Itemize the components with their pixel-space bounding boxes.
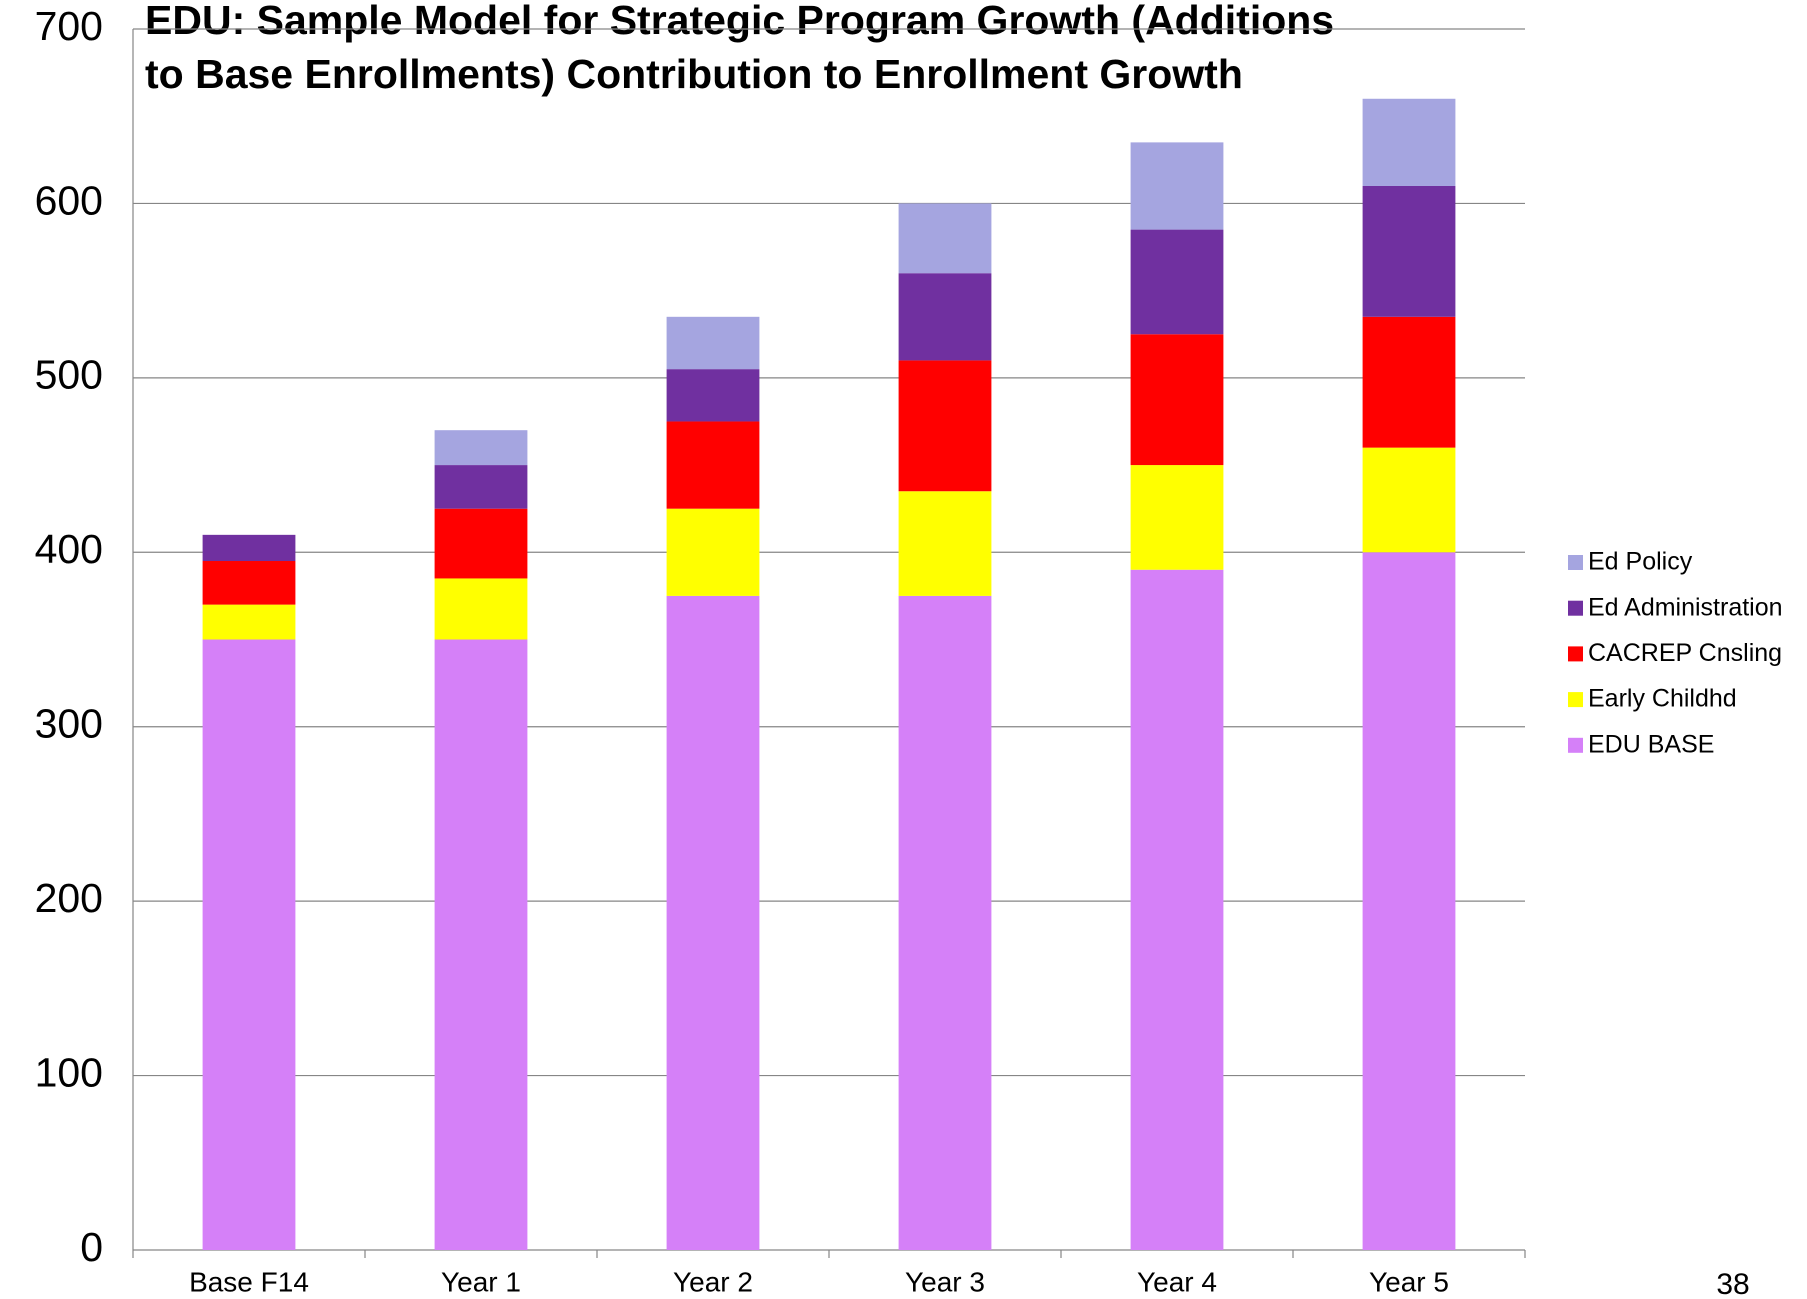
legend-swatch [1568,737,1583,753]
bar-segment [434,465,528,509]
x-tick-label: Year 2 [673,1266,753,1297]
legend-label: Early Childhd [1588,685,1737,713]
bar-segment [898,595,992,1250]
bar-segment [434,639,528,1250]
bar-segment [666,369,760,422]
chart-title: to Base Enrollments) Contribution to Enr… [145,51,1243,97]
bar-segment [1130,229,1224,335]
y-tick-label: 600 [35,177,103,223]
bar-segment [434,578,528,640]
bar-segment [666,595,760,1250]
x-tick-label: Base F14 [189,1266,309,1297]
bar-segment [202,561,296,605]
legend-label: CACREP Cnsling [1588,639,1782,667]
bar-segment [202,604,296,640]
y-tick-label: 200 [35,875,103,921]
bar-segment [1130,334,1224,466]
bar-segment [1130,569,1224,1250]
y-tick-label: 100 [35,1049,103,1095]
legend-swatch [1568,646,1583,662]
bar-segment [1362,316,1456,448]
bar-segment [898,273,992,361]
bar-segment [1130,142,1224,230]
bar-segment [202,534,296,562]
bar-segment [1362,552,1456,1250]
bar-segment [1362,447,1456,553]
legend-label: Ed Administration [1588,593,1783,621]
y-tick-label: 500 [35,352,103,398]
y-tick-label: 0 [80,1224,103,1270]
x-tick-label: Year 3 [905,1266,985,1297]
bar-segment [898,203,992,274]
legend-swatch [1568,692,1583,708]
page-number: 38 [1716,1268,1749,1299]
bar-segment [666,421,760,509]
legend-swatch [1568,555,1583,570]
y-tick-label: 700 [35,3,103,49]
y-tick-label: 300 [35,701,103,747]
legend-swatch [1568,600,1583,616]
bar-segment [898,360,992,492]
chart-title: EDU: Sample Model for Strategic Program … [145,0,1334,43]
x-tick-label: Year 1 [441,1266,521,1297]
bar-segment [434,430,528,466]
bar-segment [1362,185,1456,317]
bar-segment [202,639,296,1250]
x-tick-label: Year 5 [1369,1266,1449,1297]
bar-segment [1362,98,1456,186]
y-tick-label: 400 [35,526,103,572]
legend-label: Ed Policy [1588,548,1693,576]
x-tick-label: Year 4 [1137,1266,1217,1297]
bar-segment [434,508,528,579]
bar-segment [666,508,760,596]
bar-segment [1130,465,1224,570]
legend-label: EDU BASE [1588,730,1714,758]
bar-segment [666,316,760,370]
bar-segment [898,491,992,596]
